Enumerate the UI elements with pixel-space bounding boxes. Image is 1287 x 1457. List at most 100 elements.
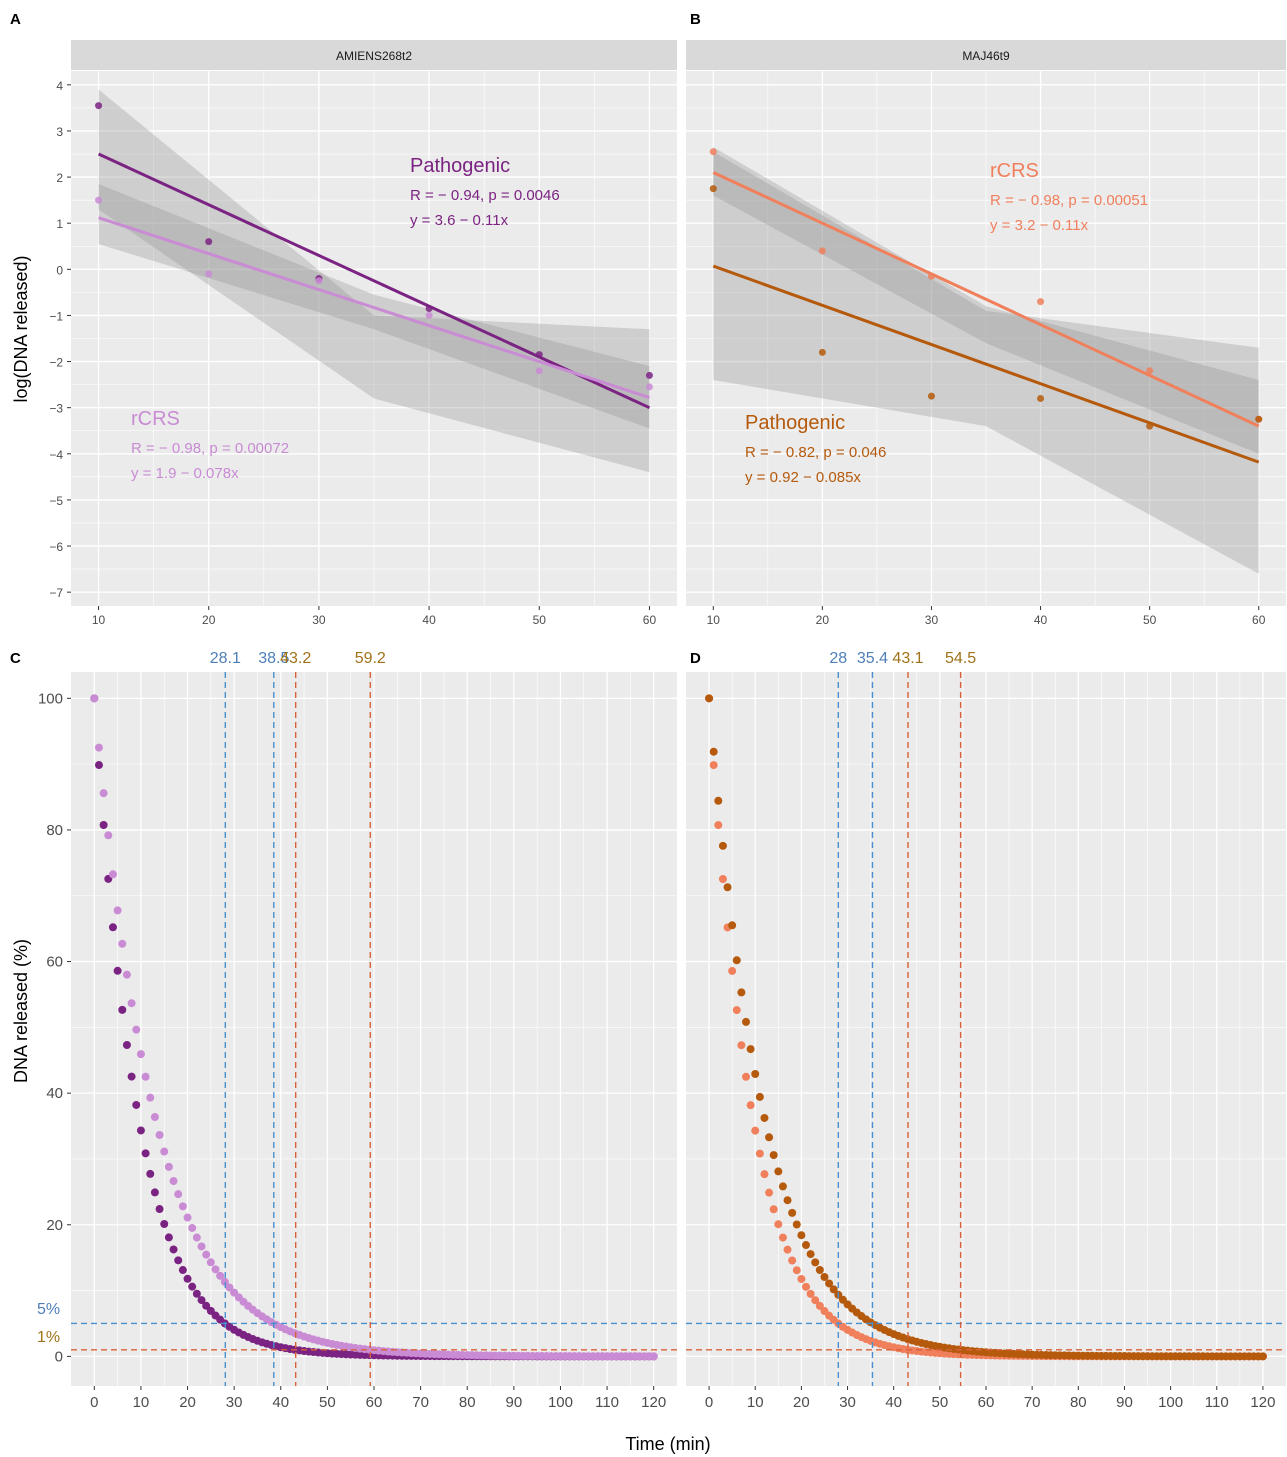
facet-strip-a — [71, 40, 677, 70]
x-tick-label: 40 — [1034, 613, 1048, 627]
y-tick-label: 0 — [55, 1348, 63, 1365]
annotation-equation-pathogenic: y = 3.6 − 0.11x — [410, 212, 509, 229]
data-point-pathogenic — [132, 1100, 141, 1109]
data-point-rcrs — [197, 1242, 206, 1251]
bottom-x-axis-label: Time (min) — [625, 1434, 710, 1454]
data-point-pathogenic — [141, 1149, 150, 1158]
data-point-pathogenic — [188, 1282, 197, 1291]
annotation-name-pathogenic: Pathogenic — [745, 412, 845, 434]
y-tick-label: −6 — [49, 540, 63, 554]
panel-c: 0 10 20 30 40 50 60 70 80 90 100 110 120 0 20 40 60 80 100… — [38, 650, 677, 1411]
annotation-name-rcrs: rCRS — [131, 408, 180, 430]
x-tick-label: 10 — [133, 1394, 150, 1411]
data-point-rcrs — [132, 1025, 141, 1034]
x-tick-label: 50 — [1143, 613, 1157, 627]
data-point-rcrs — [225, 1283, 234, 1292]
x-tick-label: 10 — [92, 613, 106, 627]
data-point-pathogenic — [718, 841, 727, 850]
data-point-rcrs — [108, 870, 117, 879]
regression-line-rcrs — [98, 216, 650, 399]
data-point-pathogenic — [778, 1182, 787, 1191]
data-point-pathogenic — [202, 1301, 211, 1310]
data-point-rcrs — [122, 970, 131, 979]
data-point-rcrs — [99, 789, 108, 798]
panel-letter-a: A — [10, 11, 21, 28]
data-point-rcrs — [211, 1265, 220, 1274]
threshold-vline-label: 28.1 — [210, 650, 241, 667]
x-tick-label: 20 — [793, 1394, 810, 1411]
data-point-rcrs — [141, 1072, 150, 1081]
data-point-rcrs — [732, 1006, 741, 1015]
data-point-pathogenic — [136, 1126, 145, 1135]
data-point-rcrs — [174, 1190, 183, 1199]
x-tick-label: 100 — [1158, 1394, 1183, 1411]
data-point-pathogenic — [174, 1256, 183, 1265]
annotation-stats-pathogenic: R = − 0.82, p = 0.046 — [745, 444, 886, 461]
y-tick-label: −3 — [49, 402, 63, 416]
data-point-pathogenic — [183, 1274, 192, 1283]
y-tick-label: 0 — [56, 263, 63, 277]
data-point-rcrs — [709, 148, 717, 156]
data-point-pathogenic — [806, 1250, 815, 1259]
data-point-rcrs — [769, 1205, 778, 1214]
data-point-pathogenic — [1146, 422, 1154, 430]
data-point-rcrs — [797, 1274, 806, 1283]
y-tick-label: −2 — [49, 356, 63, 370]
data-point-rcrs — [127, 999, 136, 1008]
data-point-pathogenic — [425, 305, 433, 313]
data-point-rcrs — [649, 1352, 658, 1361]
data-point-pathogenic — [118, 1005, 127, 1014]
x-tick-label: 80 — [1070, 1394, 1087, 1411]
data-point-pathogenic — [751, 1069, 760, 1078]
data-point-pathogenic — [122, 1041, 131, 1050]
data-point-pathogenic — [755, 1092, 764, 1101]
panel-b: 10 20 30 40 50 60 MAJ46t9 rCRS R = − 0.98, p = 0… — [686, 40, 1286, 627]
data-point-rcrs — [192, 1233, 201, 1242]
data-point-pathogenic — [811, 1258, 820, 1267]
data-point-pathogenic — [769, 1151, 778, 1160]
hline-label-1pct: 1% — [37, 1329, 60, 1346]
x-tick-label: 30 — [839, 1394, 856, 1411]
annotation-equation-rcrs: y = 3.2 − 0.11x — [990, 217, 1089, 234]
confidence-ribbon-pathogenic — [98, 89, 650, 473]
y-tick-label: 4 — [56, 79, 63, 93]
data-point-rcrs — [815, 1301, 824, 1310]
data-point-pathogenic — [737, 988, 746, 997]
y-tick-label: 1 — [56, 217, 63, 231]
x-tick-label: 20 — [202, 613, 216, 627]
data-point-rcrs — [220, 1277, 229, 1286]
x-tick-label: 70 — [412, 1394, 429, 1411]
data-point-rcrs — [155, 1130, 164, 1139]
data-point-rcrs — [146, 1093, 155, 1102]
data-point-pathogenic — [829, 1285, 838, 1294]
facet-title-a: AMIENS268t2 — [336, 49, 412, 63]
threshold-vline-label: 28 — [829, 650, 847, 667]
x-tick-label: 110 — [595, 1394, 619, 1411]
data-point-rcrs — [150, 1113, 159, 1122]
data-point-pathogenic — [802, 1241, 810, 1250]
confidence-ribbon-rcrs — [713, 147, 1259, 454]
y-tick-label: 20 — [46, 1217, 63, 1234]
data-point-rcrs — [169, 1177, 178, 1186]
data-point-rcrs — [113, 906, 122, 915]
data-point-rcrs — [188, 1223, 197, 1232]
data-point-pathogenic — [825, 1279, 834, 1288]
data-point-rcrs — [709, 761, 718, 770]
x-tick-label: 100 — [548, 1394, 573, 1411]
x-tick-label: 120 — [641, 1394, 666, 1411]
data-point-pathogenic — [99, 820, 108, 829]
data-point-pathogenic — [709, 185, 717, 193]
data-point-pathogenic — [732, 956, 741, 965]
data-point-pathogenic — [113, 966, 122, 975]
y-tick-label: 60 — [46, 954, 63, 971]
data-point-pathogenic — [535, 351, 543, 359]
threshold-vline-label: 59.2 — [355, 650, 386, 667]
data-point-rcrs — [792, 1266, 801, 1275]
threshold-vline-label: 54.5 — [945, 650, 976, 667]
data-point-pathogenic — [197, 1296, 206, 1305]
data-point-pathogenic — [723, 883, 732, 892]
annotation-stats-rcrs: R = − 0.98, p = 0.00051 — [990, 192, 1148, 209]
data-point-pathogenic — [169, 1245, 178, 1254]
data-point-pathogenic — [1255, 415, 1263, 423]
data-point-rcrs — [765, 1188, 774, 1197]
